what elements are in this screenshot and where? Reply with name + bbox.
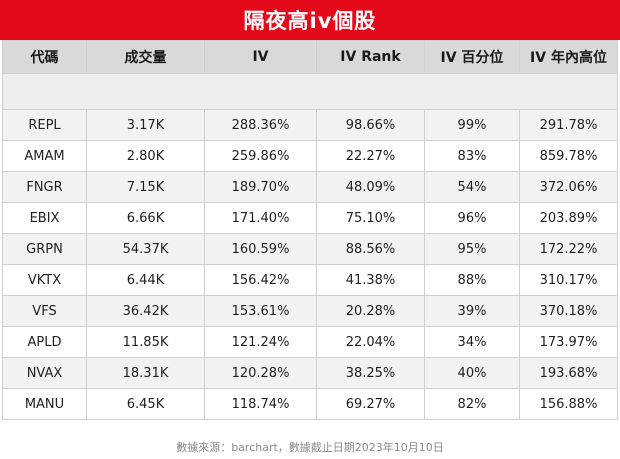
cell-volume: 6.66K [86, 202, 205, 234]
cell-iv-percentile: 39% [424, 295, 520, 327]
source-footnote: 數據來源：barchart，數據截止日期2023年10月10日 [0, 436, 620, 458]
table-row: GRPN 54.37K 160.59% 88.56% 95% 172.22% [2, 233, 618, 265]
header-code: 代碼 [2, 40, 87, 74]
cell-iv: 171.40% [204, 202, 317, 234]
table-row: VKTX 6.44K 156.42% 41.38% 88% 310.17% [2, 264, 618, 296]
table-row: APLD 11.85K 121.24% 22.04% 34% 173.97% [2, 326, 618, 358]
cell-iv-percentile: 88% [424, 264, 520, 296]
cell-iv: 259.86% [204, 140, 317, 172]
cell-iv-percentile: 40% [424, 357, 520, 389]
cell-code: GRPN [2, 233, 87, 265]
cell-code: EBIX [2, 202, 87, 234]
cell-iv-percentile: 96% [424, 202, 520, 234]
header-volume: 成交量 [86, 40, 205, 74]
cell-iv-percentile: 99% [424, 109, 520, 141]
cell-iv: 160.59% [204, 233, 317, 265]
cell-volume: 6.45K [86, 388, 205, 420]
cell-iv-year-high: 203.89% [519, 202, 618, 234]
cell-iv-percentile: 54% [424, 171, 520, 203]
cell-volume: 11.85K [86, 326, 205, 358]
table-row: NVAX 18.31K 120.28% 38.25% 40% 193.68% [2, 357, 618, 389]
spacer-cell [2, 73, 618, 110]
header-iv-rank: IV Rank [316, 40, 425, 74]
cell-code: AMAM [2, 140, 87, 172]
page-title-text: 隔夜高iv個股 [243, 9, 377, 33]
cell-iv: 156.42% [204, 264, 317, 296]
cell-iv-year-high: 173.97% [519, 326, 618, 358]
cell-code: REPL [2, 109, 87, 141]
cell-iv-rank: 41.38% [316, 264, 425, 296]
cell-iv: 288.36% [204, 109, 317, 141]
header-iv-percentile: IV 百分位 [424, 40, 520, 74]
cell-code: APLD [2, 326, 87, 358]
cell-iv-rank: 88.56% [316, 233, 425, 265]
table-row: AMAM 2.80K 259.86% 22.27% 83% 859.78% [2, 140, 618, 172]
cell-iv: 121.24% [204, 326, 317, 358]
cell-iv-year-high: 310.17% [519, 264, 618, 296]
cell-volume: 7.15K [86, 171, 205, 203]
cell-iv-rank: 22.27% [316, 140, 425, 172]
header-iv-year-high: IV 年內高位 [519, 40, 618, 74]
high-iv-table: 代碼 成交量 IV IV Rank IV 百分位 IV 年內高位 REPL 3.… [2, 40, 618, 420]
cell-volume: 36.42K [86, 295, 205, 327]
cell-iv: 153.61% [204, 295, 317, 327]
cell-iv-rank: 20.28% [316, 295, 425, 327]
cell-volume: 6.44K [86, 264, 205, 296]
cell-volume: 18.31K [86, 357, 205, 389]
cell-iv-rank: 48.09% [316, 171, 425, 203]
cell-volume: 3.17K [86, 109, 205, 141]
cell-iv-year-high: 156.88% [519, 388, 618, 420]
cell-iv-percentile: 34% [424, 326, 520, 358]
cell-iv: 118.74% [204, 388, 317, 420]
cell-iv-year-high: 193.68% [519, 357, 618, 389]
cell-iv-year-high: 370.18% [519, 295, 618, 327]
table-row: VFS 36.42K 153.61% 20.28% 39% 370.18% [2, 295, 618, 327]
cell-iv-year-high: 172.22% [519, 233, 618, 265]
cell-iv-percentile: 95% [424, 233, 520, 265]
table-row: EBIX 6.66K 171.40% 75.10% 96% 203.89% [2, 202, 618, 234]
cell-code: MANU [2, 388, 87, 420]
cell-iv-percentile: 82% [424, 388, 520, 420]
header-iv: IV [204, 40, 317, 74]
cell-iv-rank: 75.10% [316, 202, 425, 234]
table-row: FNGR 7.15K 189.70% 48.09% 54% 372.06% [2, 171, 618, 203]
cell-volume: 54.37K [86, 233, 205, 265]
cell-iv-rank: 98.66% [316, 109, 425, 141]
cell-iv-rank: 38.25% [316, 357, 425, 389]
cell-code: VFS [2, 295, 87, 327]
table-row: MANU 6.45K 118.74% 69.27% 82% 156.88% [2, 388, 618, 420]
header-row: 代碼 成交量 IV IV Rank IV 百分位 IV 年內高位 [2, 40, 618, 74]
cell-code: NVAX [2, 357, 87, 389]
cell-code: FNGR [2, 171, 87, 203]
cell-volume: 2.80K [86, 140, 205, 172]
cell-iv: 120.28% [204, 357, 317, 389]
cell-iv-year-high: 372.06% [519, 171, 618, 203]
page-title: 隔夜高iv個股 [0, 0, 620, 40]
cell-iv-percentile: 83% [424, 140, 520, 172]
cell-iv: 189.70% [204, 171, 317, 203]
cell-iv-year-high: 859.78% [519, 140, 618, 172]
empty-spacer-row [2, 73, 618, 110]
source-footnote-text: 數據來源：barchart，數據截止日期2023年10月10日 [176, 441, 444, 454]
cell-code: VKTX [2, 264, 87, 296]
table-row: REPL 3.17K 288.36% 98.66% 99% 291.78% [2, 109, 618, 141]
cell-iv-rank: 22.04% [316, 326, 425, 358]
cell-iv-rank: 69.27% [316, 388, 425, 420]
cell-iv-year-high: 291.78% [519, 109, 618, 141]
